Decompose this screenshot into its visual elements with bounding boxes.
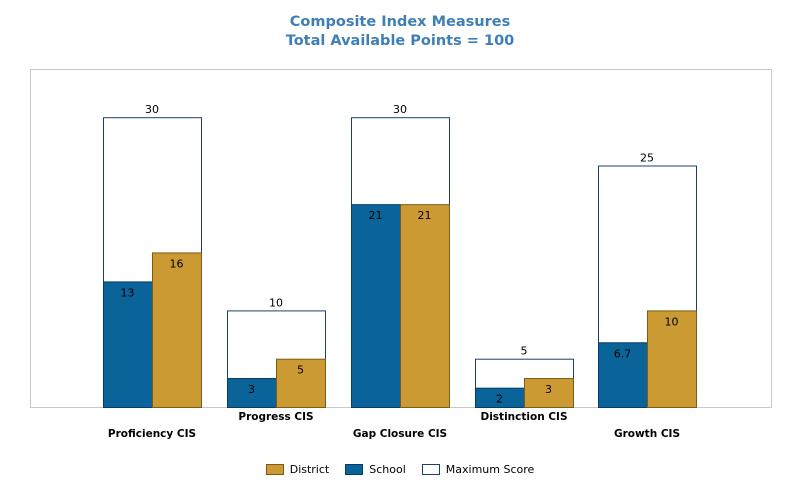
school-value-label-gap-closure-cis: 21 — [369, 209, 383, 222]
school-bar-gap-closure-cis — [351, 204, 401, 408]
district-value-label-growth-cis: 10 — [665, 315, 679, 328]
district-bar-gap-closure-cis — [400, 204, 450, 408]
max-score-label-growth-cis: 25 — [640, 152, 654, 165]
max-score-label-progress-cis: 10 — [269, 296, 283, 309]
district-value-label-progress-cis: 5 — [297, 364, 304, 377]
bars-layer — [103, 117, 697, 409]
legend-label-district: District — [289, 463, 330, 476]
school-value-label-proficiency-cis: 13 — [121, 286, 135, 299]
district-value-label-proficiency-cis: 16 — [170, 257, 184, 270]
max-score-label-proficiency-cis: 30 — [145, 103, 159, 116]
category-label-gap-closure-cis: Gap Closure CIS — [353, 428, 447, 440]
school-bar-proficiency-cis — [103, 281, 153, 409]
category-label-distinction-cis: Distinction CIS — [480, 411, 567, 423]
school-value-label-distinction-cis: 2 — [496, 393, 503, 406]
legend-swatch-school — [345, 464, 364, 475]
district-bar-growth-cis — [647, 310, 697, 408]
chart-title-block: Composite Index Measures Total Available… — [0, 13, 800, 51]
legend-label-school: School — [369, 463, 406, 476]
district-bar-progress-cis — [276, 358, 326, 409]
district-value-label-distinction-cis: 3 — [545, 383, 552, 396]
district-value-label-gap-closure-cis: 21 — [418, 209, 432, 222]
legend-swatch-district — [265, 464, 284, 475]
category-label-progress-cis: Progress CIS — [238, 411, 313, 423]
legend-swatch-maximum-score — [421, 464, 440, 475]
school-bar-progress-cis — [227, 378, 277, 408]
legend-item-school: School — [345, 463, 406, 476]
max-score-label-distinction-cis: 5 — [521, 345, 528, 358]
max-score-label-gap-closure-cis: 30 — [393, 103, 407, 116]
legend-item-district: District — [265, 463, 330, 476]
category-label-growth-cis: Growth CIS — [614, 428, 680, 440]
school-value-label-progress-cis: 3 — [248, 383, 255, 396]
district-bar-distinction-cis — [524, 378, 574, 408]
district-bar-proficiency-cis — [152, 252, 202, 408]
legend-label-maximum-score: Maximum Score — [445, 463, 535, 476]
school-value-label-growth-cis: 6.7 — [614, 347, 632, 360]
category-label-proficiency-cis: Proficiency CIS — [108, 428, 196, 440]
labels-layer: 30 13 16 Proficiency CIS 10 3 5 Progress CIS 30 2… — [108, 103, 680, 440]
chart-title: Composite Index Measures — [289, 14, 511, 30]
chart-subtitle: Total Available Points = 100 — [285, 33, 515, 49]
legend: District School Maximum Score — [0, 463, 800, 476]
legend-item-maximum-score: Maximum Score — [421, 463, 535, 476]
